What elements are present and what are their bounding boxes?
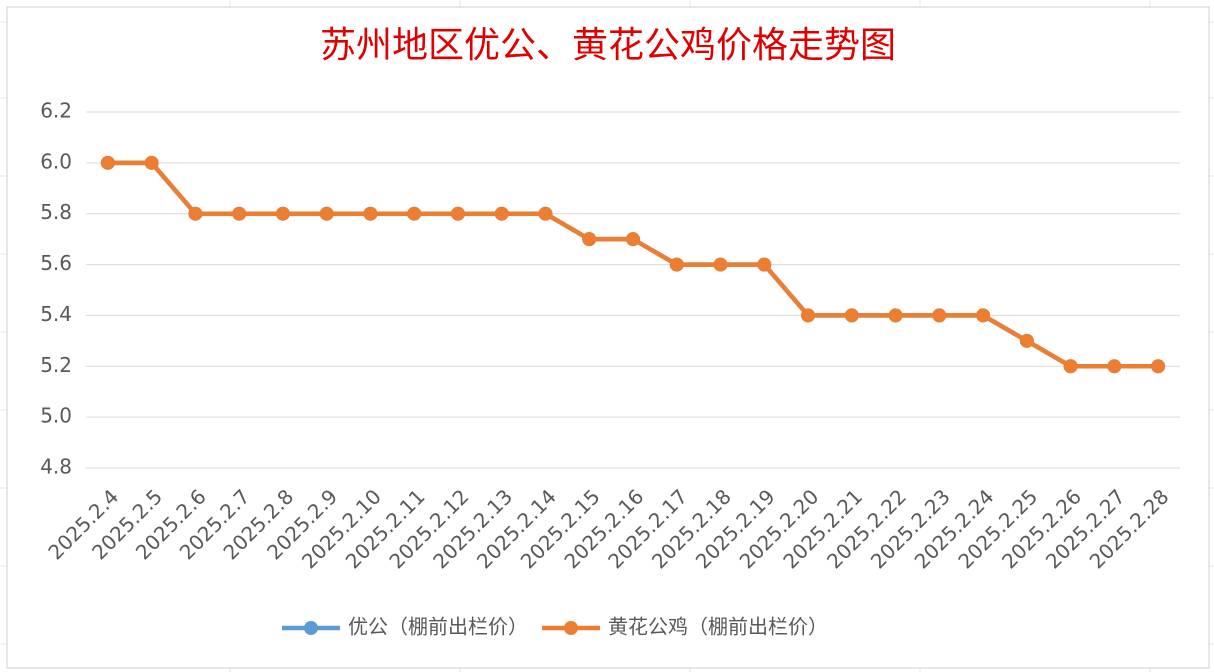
- data-point: [494, 206, 509, 221]
- y-tick-label: 6.2: [40, 99, 72, 123]
- data-point: [450, 206, 465, 221]
- y-tick-label: 5.8: [40, 200, 72, 224]
- legend-marker: [564, 621, 578, 635]
- data-point: [976, 308, 991, 323]
- data-point: [1151, 359, 1166, 374]
- data-point: [407, 206, 422, 221]
- data-point: [932, 308, 947, 323]
- legend-marker: [304, 621, 318, 635]
- data-point: [669, 257, 684, 272]
- data-point: [757, 257, 772, 272]
- data-point: [713, 257, 728, 272]
- y-tick-label: 6.0: [40, 149, 72, 173]
- data-point: [232, 206, 247, 221]
- data-point: [1019, 333, 1034, 348]
- data-point: [144, 155, 159, 170]
- data-point: [1063, 359, 1078, 374]
- y-tick-label: 4.8: [40, 455, 72, 479]
- legend-label: 优公（棚前出栏价）: [348, 615, 528, 639]
- y-tick-label: 5.4: [40, 302, 72, 326]
- data-point: [801, 308, 816, 323]
- data-point: [319, 206, 334, 221]
- legend-label: 黄花公鸡（棚前出栏价）: [608, 615, 828, 639]
- y-tick-label: 5.6: [40, 251, 72, 275]
- data-point: [844, 308, 859, 323]
- data-point: [100, 155, 115, 170]
- data-point: [188, 206, 203, 221]
- data-point: [363, 206, 378, 221]
- y-tick-label: 5.0: [40, 404, 72, 428]
- chart-area: [6, 6, 1210, 669]
- data-point: [582, 232, 597, 247]
- y-tick-label: 5.2: [40, 353, 72, 377]
- data-point: [1107, 359, 1122, 374]
- chart-title: 苏州地区优公、黄花公鸡价格走势图: [320, 25, 896, 66]
- data-point: [888, 308, 903, 323]
- data-point: [275, 206, 290, 221]
- data-point: [538, 206, 553, 221]
- data-point: [626, 232, 640, 247]
